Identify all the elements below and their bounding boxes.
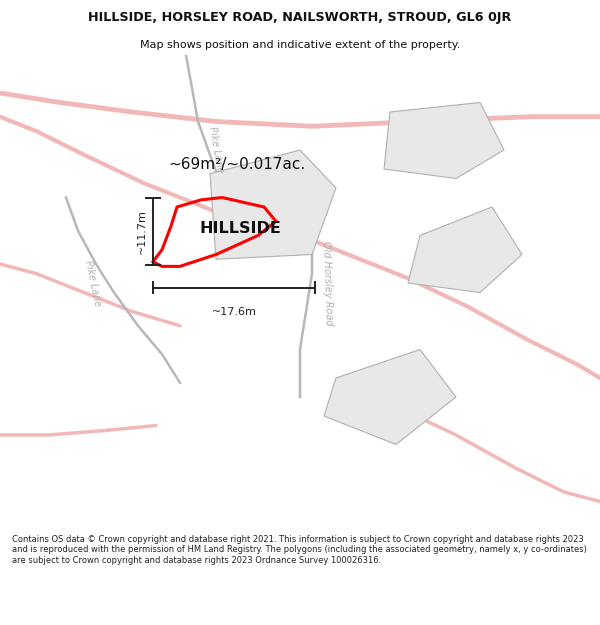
Text: Old Horsley Road: Old Horsley Road	[320, 241, 334, 326]
Text: Pike Lane: Pike Lane	[83, 259, 103, 307]
Text: HILLSIDE: HILLSIDE	[199, 221, 281, 236]
Text: HILLSIDE, HORSLEY ROAD, NAILSWORTH, STROUD, GL6 0JR: HILLSIDE, HORSLEY ROAD, NAILSWORTH, STRO…	[88, 11, 512, 24]
Text: Contains OS data © Crown copyright and database right 2021. This information is : Contains OS data © Crown copyright and d…	[12, 535, 587, 565]
Polygon shape	[324, 349, 456, 444]
Polygon shape	[384, 102, 504, 179]
Text: Pike Lane: Pike Lane	[207, 126, 225, 174]
Polygon shape	[210, 150, 336, 259]
Text: ~17.6m: ~17.6m	[212, 307, 256, 317]
Text: ~69m²/~0.017ac.: ~69m²/~0.017ac.	[168, 157, 305, 172]
Polygon shape	[408, 207, 522, 292]
Text: ~11.7m: ~11.7m	[137, 209, 147, 254]
Text: Map shows position and indicative extent of the property.: Map shows position and indicative extent…	[140, 39, 460, 49]
